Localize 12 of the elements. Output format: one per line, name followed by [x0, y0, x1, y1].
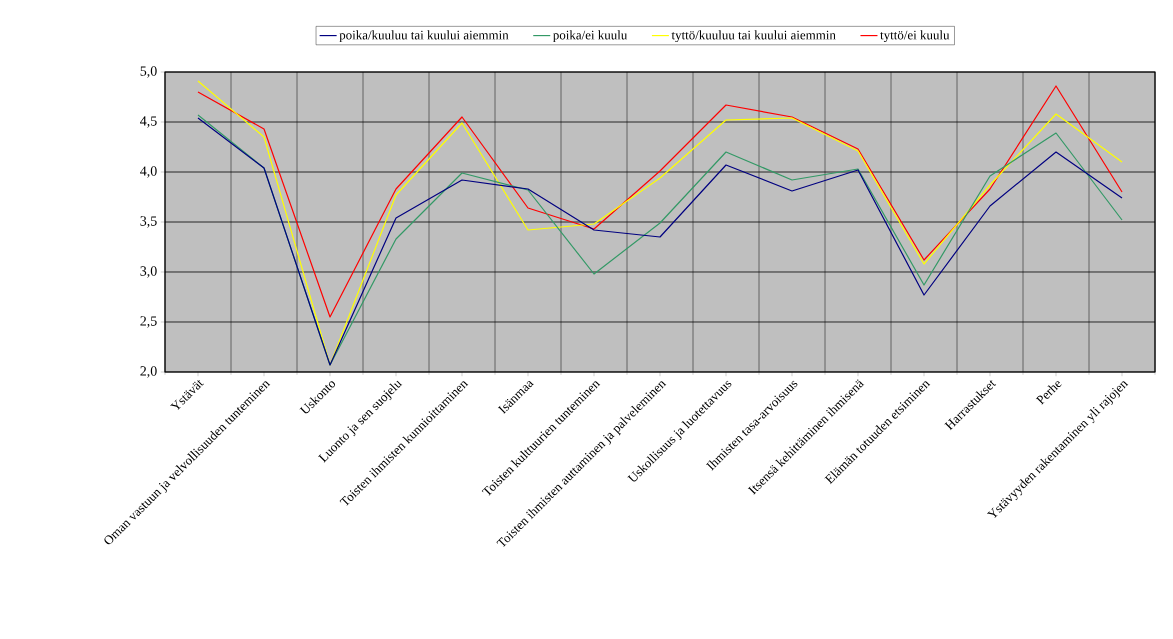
legend-label: tyttö/kuuluu tai kuului aiemmin: [671, 30, 836, 43]
y-tick-label: 3,5: [140, 216, 157, 228]
line-series: [197, 85, 1123, 318]
legend-label: tyttö/ei kuulu: [880, 30, 950, 43]
legend-label: poika/ei kuulu: [553, 30, 628, 43]
legend-label: poika/kuuluu tai kuului aiemmin: [339, 30, 509, 43]
y-tick-label: 2,0: [140, 366, 157, 378]
y-tick-label: 5,0: [140, 66, 157, 78]
y-tick-label: 2,5: [140, 316, 157, 328]
y-tick-label: 4,0: [140, 166, 157, 178]
y-tick-label: 4,5: [140, 116, 157, 128]
y-tick-label: 3,0: [140, 266, 157, 278]
